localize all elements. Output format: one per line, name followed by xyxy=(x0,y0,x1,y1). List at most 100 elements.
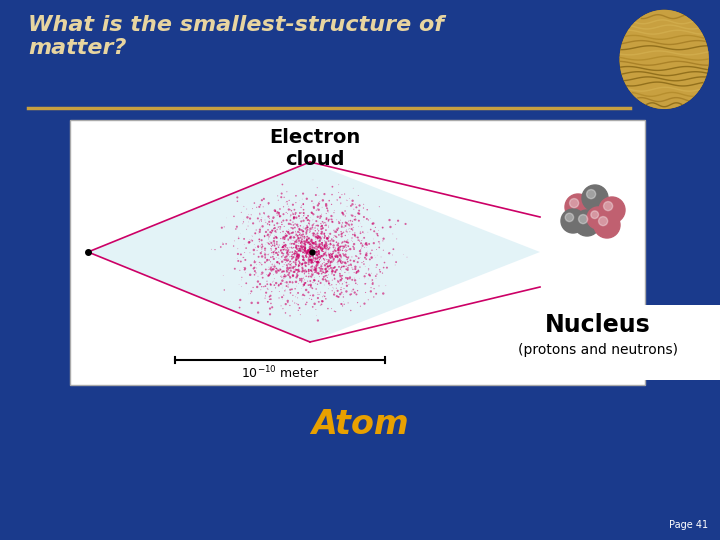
Point xyxy=(306,248,318,257)
Point xyxy=(325,254,336,262)
Point xyxy=(300,251,312,260)
Point xyxy=(298,280,310,289)
Point xyxy=(287,264,299,272)
Point xyxy=(307,302,318,311)
Point xyxy=(279,252,291,261)
Point xyxy=(333,219,345,227)
Point xyxy=(297,242,309,251)
Point xyxy=(261,277,273,286)
Point xyxy=(335,264,346,272)
Point xyxy=(305,245,316,254)
Point xyxy=(320,251,332,260)
Point xyxy=(268,224,279,233)
Point xyxy=(240,264,251,273)
Point xyxy=(320,264,332,273)
Point xyxy=(294,258,305,266)
Point xyxy=(382,249,394,258)
Point xyxy=(303,238,315,247)
Point xyxy=(297,255,309,264)
Point xyxy=(278,274,289,282)
Point xyxy=(280,255,292,264)
Point xyxy=(322,272,333,280)
Point xyxy=(274,269,286,278)
Point xyxy=(261,257,272,266)
Point xyxy=(308,268,320,276)
Point xyxy=(299,291,310,300)
Point xyxy=(307,221,318,230)
Point xyxy=(291,241,302,249)
Point xyxy=(330,252,342,261)
Point xyxy=(317,224,328,232)
Point xyxy=(255,226,266,234)
Point xyxy=(315,236,327,245)
Point xyxy=(344,245,356,253)
Point xyxy=(282,228,294,237)
Point xyxy=(255,223,266,232)
Point xyxy=(314,251,325,259)
Point xyxy=(327,253,338,261)
Point xyxy=(268,250,279,259)
Point xyxy=(281,231,292,240)
Point xyxy=(238,202,250,211)
Point xyxy=(287,253,299,262)
Point xyxy=(335,259,346,267)
Point xyxy=(302,235,313,244)
Point xyxy=(292,222,304,231)
Point xyxy=(318,273,330,281)
Point xyxy=(323,244,335,252)
Point xyxy=(333,293,344,301)
Point xyxy=(305,252,316,260)
Point xyxy=(322,267,333,275)
Point xyxy=(282,197,293,206)
Point xyxy=(336,230,347,238)
Point xyxy=(323,223,334,232)
Point xyxy=(323,270,334,279)
Point xyxy=(254,225,266,234)
Point xyxy=(352,286,364,295)
Point xyxy=(336,253,347,261)
Point xyxy=(273,243,284,252)
Point xyxy=(305,242,316,251)
Point xyxy=(282,256,294,265)
Point xyxy=(313,249,325,258)
Point xyxy=(335,258,346,266)
Point xyxy=(276,218,287,226)
Point xyxy=(312,277,324,286)
Point xyxy=(320,209,332,218)
Point xyxy=(282,235,294,244)
Point xyxy=(246,237,258,245)
Point xyxy=(281,227,292,235)
Point xyxy=(327,212,338,221)
Point xyxy=(246,287,257,296)
Point xyxy=(292,253,304,262)
Point xyxy=(336,267,347,275)
Point xyxy=(328,271,340,279)
Point xyxy=(284,205,296,214)
Point xyxy=(285,252,297,261)
Point xyxy=(313,258,325,267)
Point xyxy=(305,272,316,280)
Point xyxy=(329,274,341,282)
Point xyxy=(321,241,333,250)
Point xyxy=(284,256,296,265)
Point xyxy=(369,252,380,260)
Point xyxy=(398,250,410,259)
Point xyxy=(333,246,344,254)
Point xyxy=(306,248,318,257)
Point xyxy=(312,231,323,240)
Point xyxy=(298,242,310,251)
Point xyxy=(364,271,376,280)
Point xyxy=(361,251,372,260)
Point xyxy=(308,238,320,247)
Point xyxy=(306,267,318,275)
Point xyxy=(289,210,301,219)
Point xyxy=(387,230,399,238)
Point xyxy=(343,241,354,250)
Text: Page 41: Page 41 xyxy=(669,520,708,530)
Point xyxy=(255,249,266,258)
Point xyxy=(300,259,311,268)
Point xyxy=(290,260,302,269)
Point xyxy=(297,252,309,261)
Point xyxy=(302,246,314,254)
Point xyxy=(401,253,413,261)
